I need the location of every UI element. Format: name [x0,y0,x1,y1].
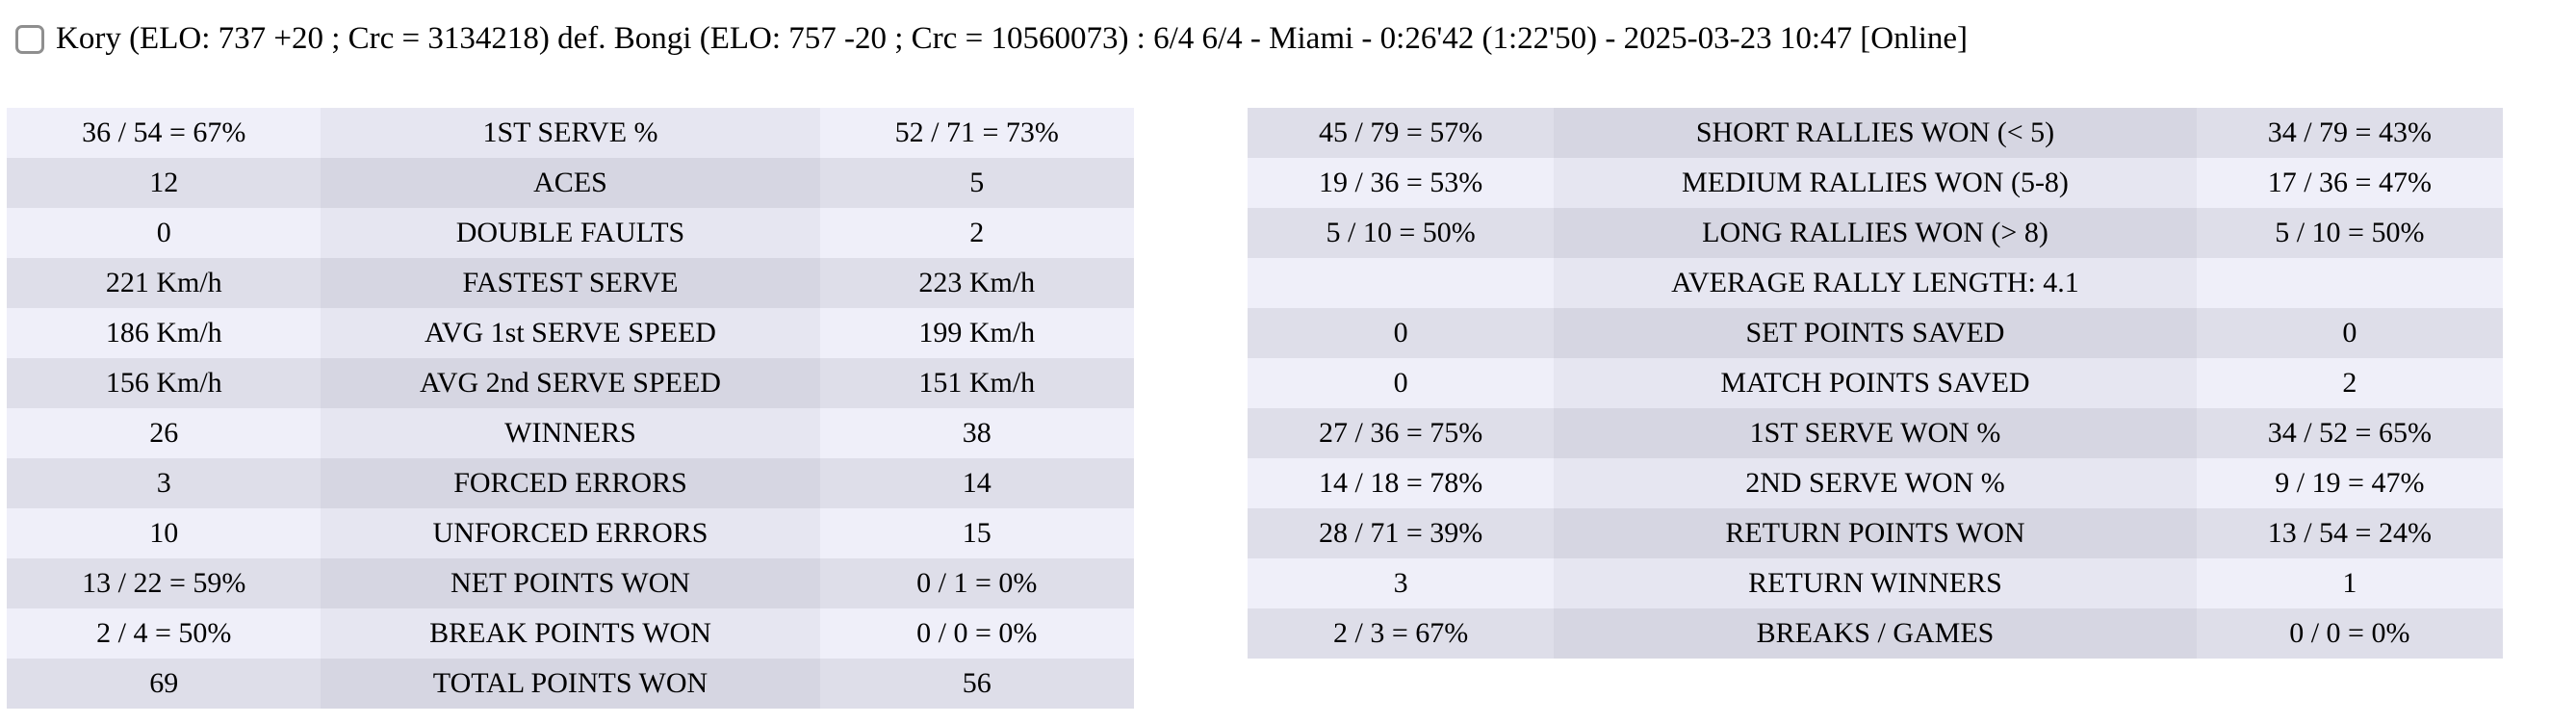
stat-label: FORCED ERRORS [321,458,820,508]
stat-label: UNFORCED ERRORS [321,508,820,558]
stat-value-player2: 15 [819,508,1134,558]
stat-label: WINNERS [321,408,820,458]
table-row: 5 / 10 = 50% LONG RALLIES WON (> 8) 5 / 10… [1248,208,2511,258]
table-row: 26 WINNERS 38 [7,408,1134,458]
match-header: Kory (ELO: 737 +20 ; Crc = 3134218) def.… [15,21,1968,57]
stat-label: TOTAL POINTS WON [321,659,820,709]
stat-value-player1 [1248,258,1555,308]
table-row: 14 / 18 = 78% 2ND SERVE WON % 9 / 19 = 47% [1248,458,2511,508]
stat-label: LONG RALLIES WON (> 8) [1554,208,2197,258]
table-row: 2 / 4 = 50% BREAK POINTS WON 0 / 0 = 0% [7,608,1134,659]
stat-label: AVG 2nd SERVE SPEED [321,358,820,408]
stat-value-player2: 1 [2196,558,2503,608]
stat-label: RETURN POINTS WON [1554,508,2197,558]
stat-label: ACES [321,158,820,208]
table-row: 3 FORCED ERRORS 14 [7,458,1134,508]
stat-value-player2: 2 [2196,358,2503,408]
stat-value-player2: 13 / 54 = 24% [2196,508,2503,558]
stat-value-player1: 186 Km/h [7,308,322,358]
table-row: 10 UNFORCED ERRORS 15 [7,508,1134,558]
stat-value-player1: 2 / 3 = 67% [1248,608,1555,659]
stat-value-player2: 151 Km/h [819,358,1134,408]
table-row: 69 TOTAL POINTS WON 56 [7,659,1134,709]
stat-value-player1: 0 [1248,358,1555,408]
stat-label: SET POINTS SAVED [1554,308,2197,358]
stat-label: MATCH POINTS SAVED [1554,358,2197,408]
stat-value-player2: 56 [819,659,1134,709]
serve-stats-table: 36 / 54 = 67% 1ST SERVE % 52 / 71 = 73% 12 A… [7,108,1134,709]
table-row: 19 / 36 = 53% MEDIUM RALLIES WON (5-8) 17 … [1248,158,2511,208]
match-select-checkbox[interactable] [15,24,44,54]
stat-value-player1: 2 / 4 = 50% [7,608,322,659]
stat-value-player2: 0 / 0 = 0% [819,608,1134,659]
stat-value-player1: 14 / 18 = 78% [1248,458,1555,508]
stat-value-player2: 14 [819,458,1134,508]
stat-label: AVERAGE RALLY LENGTH: 4.1 [1554,258,2197,308]
table-row: 0 SET POINTS SAVED 0 [1248,308,2511,358]
stat-label: NET POINTS WON [321,558,820,608]
stat-value-player2: 34 / 52 = 65% [2196,408,2503,458]
stat-value-player2: 34 / 79 = 43% [2196,108,2503,158]
match-summary-text: Kory (ELO: 737 +20 ; Crc = 3134218) def.… [56,21,1969,56]
table-row: 2 / 3 = 67% BREAKS / GAMES 0 / 0 = 0% [1248,608,2511,659]
stat-label: 1ST SERVE % [321,108,820,158]
table-row: 12 ACES 5 [7,158,1134,208]
stat-value-player2: 0 / 0 = 0% [2196,608,2503,659]
table-row: 3 RETURN WINNERS 1 [1248,558,2511,608]
stat-value-player1: 0 [1248,308,1555,358]
stat-value-player1: 45 / 79 = 57% [1248,108,1555,158]
stat-value-player2: 0 [2196,308,2503,358]
stat-label: RETURN WINNERS [1554,558,2197,608]
stat-value-player1: 12 [7,158,322,208]
stat-value-player2: 5 [819,158,1134,208]
stat-label: FASTEST SERVE [321,258,820,308]
stat-value-player1: 3 [7,458,322,508]
stat-label: 1ST SERVE WON % [1554,408,2197,458]
table-row: 0 MATCH POINTS SAVED 2 [1248,358,2511,408]
table-row: 13 / 22 = 59% NET POINTS WON 0 / 1 = 0% [7,558,1134,608]
table-row: 28 / 71 = 39% RETURN POINTS WON 13 / 54 = … [1248,508,2511,558]
stat-label: MEDIUM RALLIES WON (5-8) [1554,158,2197,208]
stat-value-player2: 38 [819,408,1134,458]
stat-label: DOUBLE FAULTS [321,208,820,258]
table-row: 186 Km/h AVG 1st SERVE SPEED 199 Km/h [7,308,1134,358]
stat-label: 2ND SERVE WON % [1554,458,2197,508]
stat-value-player1: 27 / 36 = 75% [1248,408,1555,458]
stat-value-player1: 156 Km/h [7,358,322,408]
stat-value-player2: 17 / 36 = 47% [2196,158,2503,208]
stat-label: BREAKS / GAMES [1554,608,2197,659]
stat-value-player2: 9 / 19 = 47% [2196,458,2503,508]
table-row: 0 DOUBLE FAULTS 2 [7,208,1134,258]
stat-label: AVG 1st SERVE SPEED [321,308,820,358]
stat-value-player2: 5 / 10 = 50% [2196,208,2503,258]
stat-value-player1: 3 [1248,558,1555,608]
table-row: 27 / 36 = 75% 1ST SERVE WON % 34 / 52 = 65… [1248,408,2511,458]
stat-value-player2: 2 [819,208,1134,258]
stat-value-player1: 221 Km/h [7,258,322,308]
stat-value-player1: 28 / 71 = 39% [1248,508,1555,558]
stat-value-player1: 69 [7,659,322,709]
stat-value-player1: 10 [7,508,322,558]
stat-value-player2: 223 Km/h [819,258,1134,308]
stat-value-player2: 52 / 71 = 73% [819,108,1134,158]
stat-label: SHORT RALLIES WON (< 5) [1554,108,2197,158]
stat-value-player1: 13 / 22 = 59% [7,558,322,608]
stat-value-player2 [2196,258,2503,308]
table-row: AVERAGE RALLY LENGTH: 4.1 [1248,258,2511,308]
stat-value-player1: 19 / 36 = 53% [1248,158,1555,208]
table-row: 221 Km/h FASTEST SERVE 223 Km/h [7,258,1134,308]
table-row: 45 / 79 = 57% SHORT RALLIES WON (< 5) 34 /… [1248,108,2511,158]
stat-value-player1: 0 [7,208,322,258]
stat-value-player1: 36 / 54 = 67% [7,108,322,158]
rally-return-stats-table: 45 / 79 = 57% SHORT RALLIES WON (< 5) 34 /… [1248,108,2511,659]
table-row: 156 Km/h AVG 2nd SERVE SPEED 151 Km/h [7,358,1134,408]
stat-label: BREAK POINTS WON [321,608,820,659]
stat-value-player1: 5 / 10 = 50% [1248,208,1555,258]
stat-value-player2: 0 / 1 = 0% [819,558,1134,608]
stat-value-player1: 26 [7,408,322,458]
stat-value-player2: 199 Km/h [819,308,1134,358]
table-row: 36 / 54 = 67% 1ST SERVE % 52 / 71 = 73% [7,108,1134,158]
